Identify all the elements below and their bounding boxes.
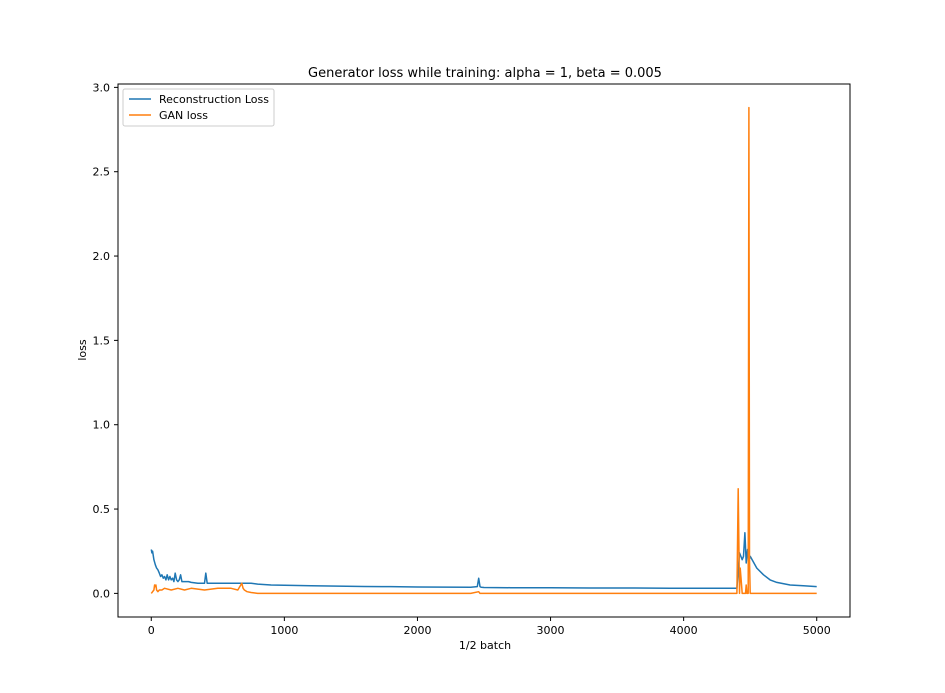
legend-label-gan: GAN loss (159, 109, 208, 122)
x-tick-label: 1000 (270, 624, 298, 637)
plot-frame (117, 83, 851, 618)
y-axis-label: loss (76, 339, 89, 361)
x-axis: 0 1000 2000 3000 4000 5000 (148, 617, 831, 637)
y-tick-label: 1.0 (93, 419, 111, 432)
x-tick-label: 5000 (803, 624, 831, 637)
x-tick-label: 4000 (670, 624, 698, 637)
legend-label-reconstruction: Reconstruction Loss (159, 93, 269, 106)
legend-box (122, 88, 275, 127)
series-line-gan-loss (150, 106, 817, 595)
series-line-reconstruction-loss (150, 531, 817, 590)
x-tick-label: 0 (148, 624, 155, 637)
y-tick-label: 1.5 (93, 334, 111, 347)
legend: Reconstruction Loss GAN loss (122, 88, 275, 127)
x-tick-label: 2000 (403, 624, 431, 637)
y-axis: 0.0 0.5 1.0 1.5 2.0 2.5 3.0 (93, 81, 118, 600)
y-tick-label: 2.0 (93, 250, 111, 263)
y-tick-label: 0.0 (93, 587, 111, 600)
x-axis-label: 1/2 batch (459, 639, 511, 652)
y-tick-label: 2.5 (93, 166, 111, 179)
y-tick-label: 3.0 (93, 81, 111, 94)
plot-area (150, 106, 817, 595)
x-tick-label: 3000 (537, 624, 565, 637)
y-tick-label: 0.5 (93, 503, 111, 516)
chart-title: Generator loss while training: alpha = 1… (308, 66, 662, 81)
